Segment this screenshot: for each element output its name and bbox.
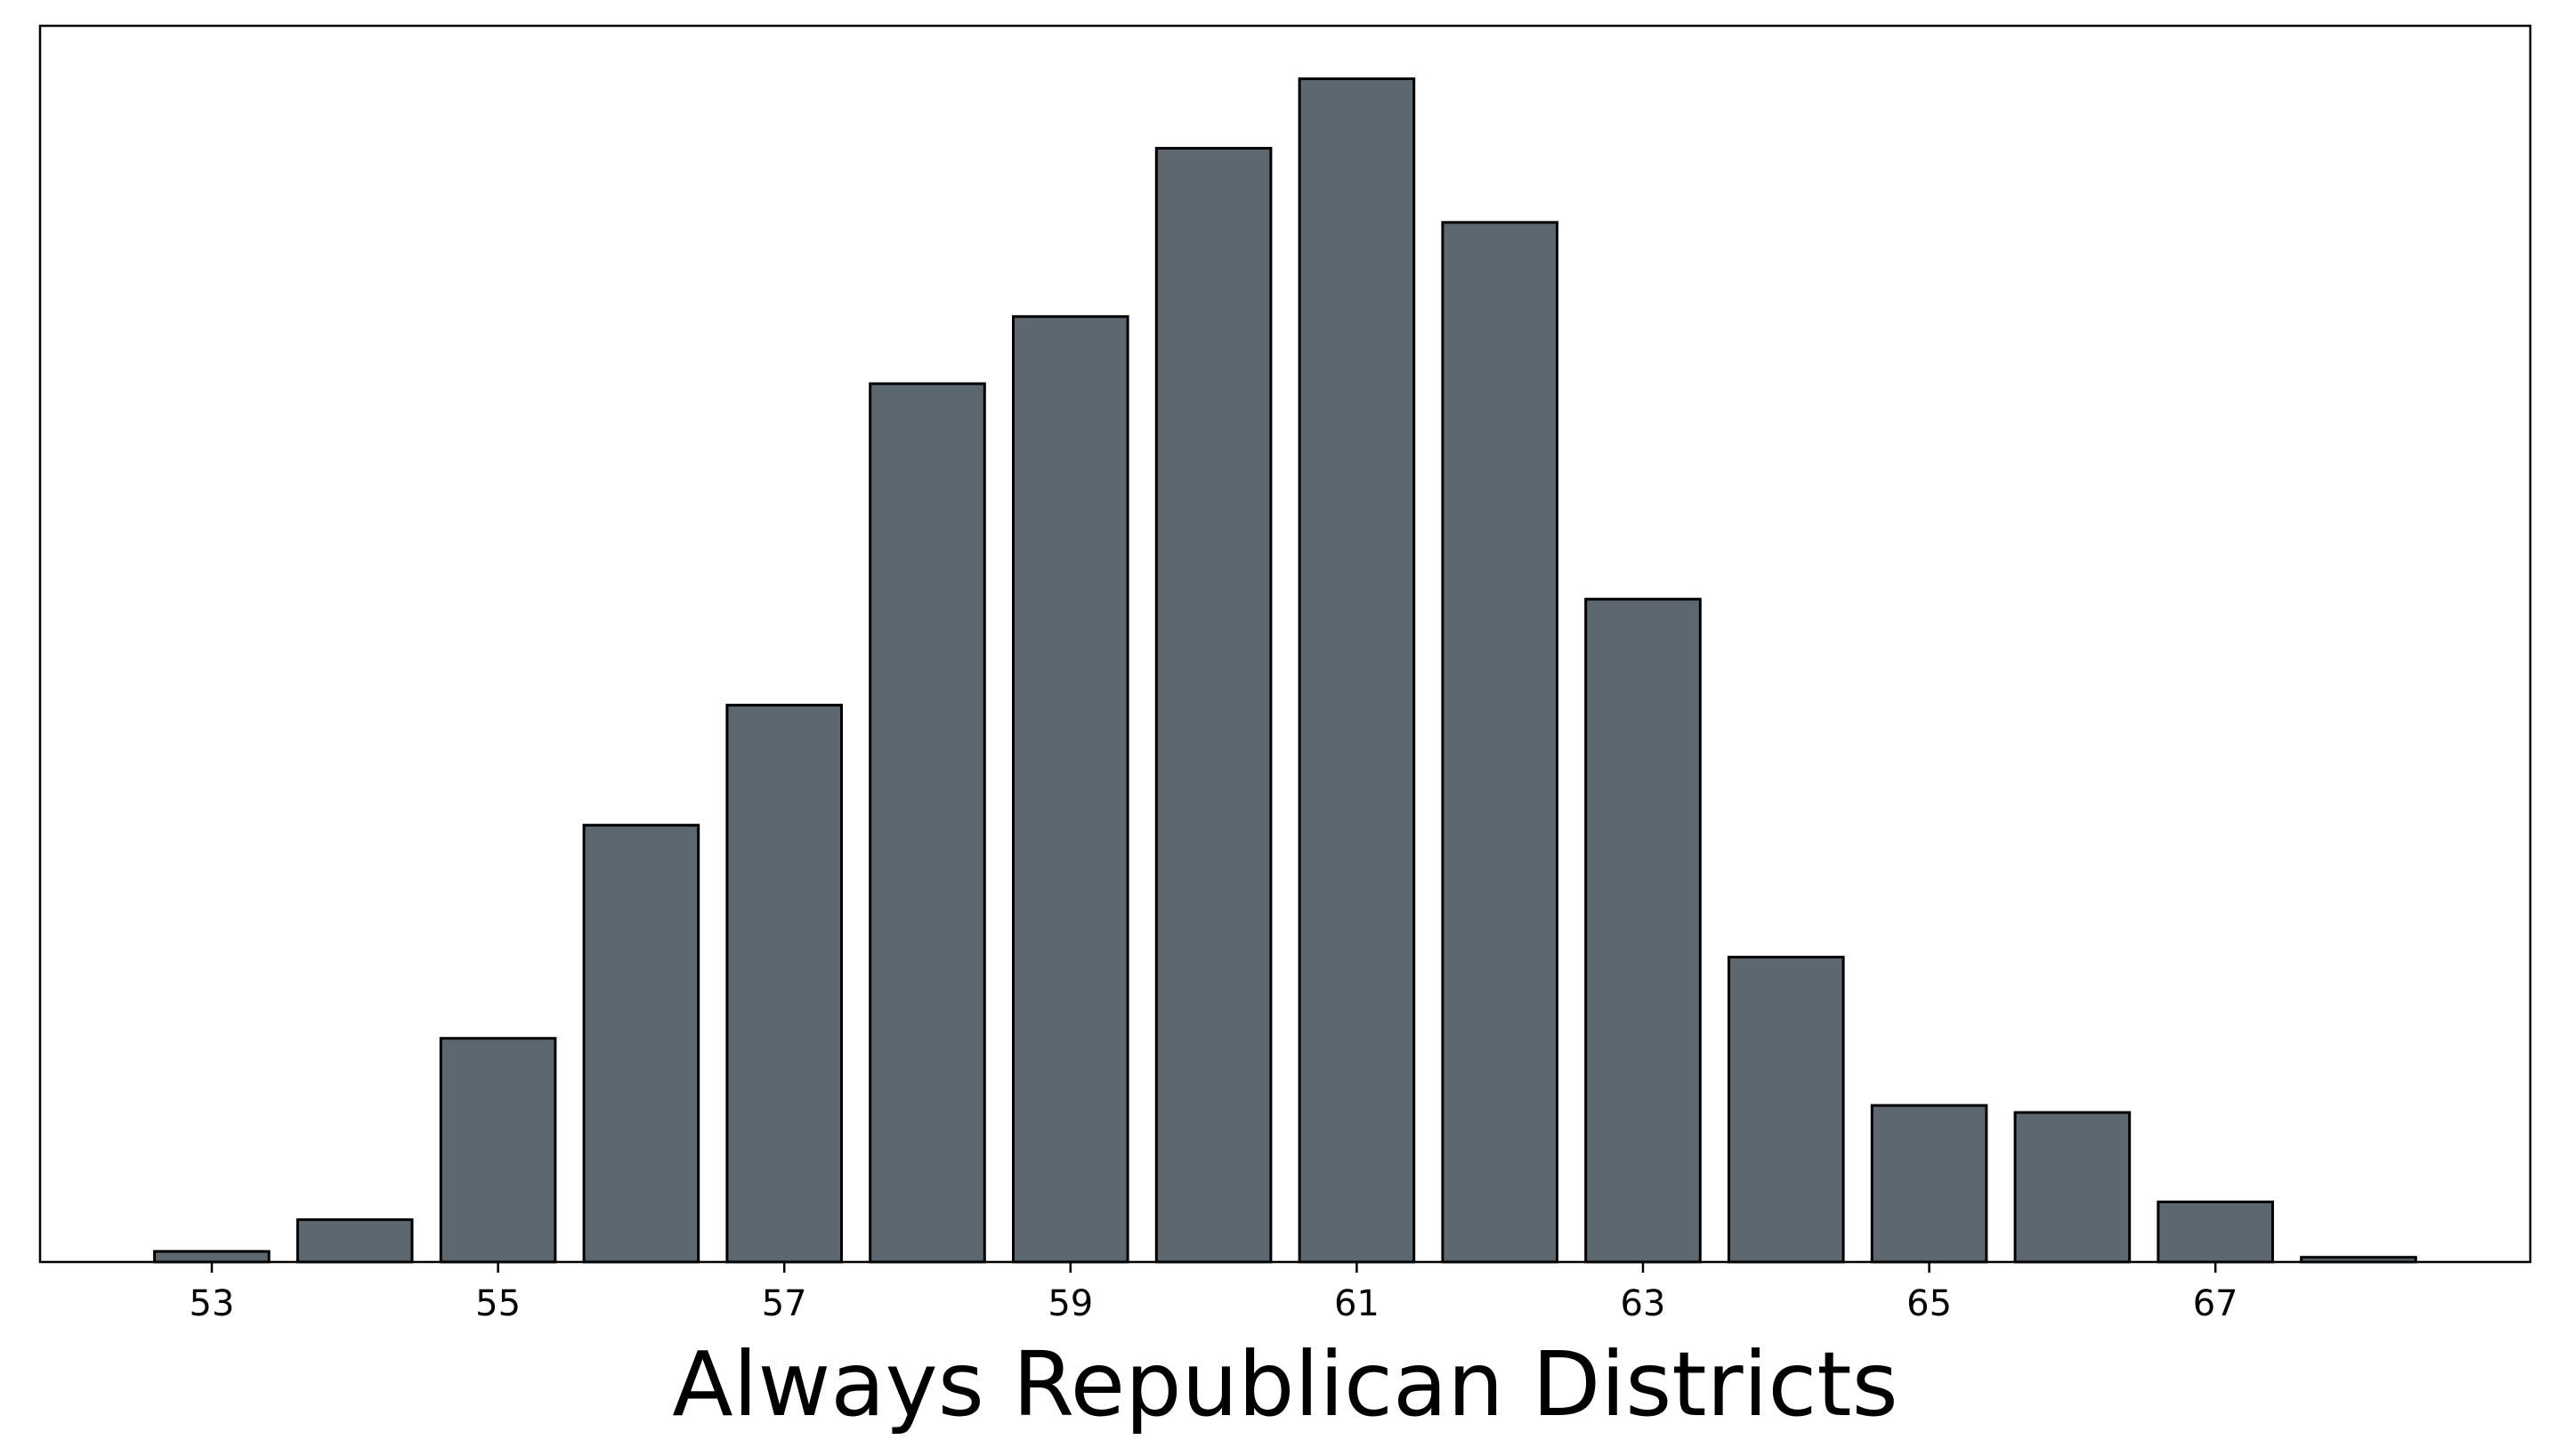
x-tick-label-65: 65 [1906, 1283, 1952, 1324]
x-tick-label-55: 55 [475, 1283, 521, 1324]
x-tick-label-57: 57 [762, 1283, 807, 1324]
x-tick-label-59: 59 [1048, 1283, 1093, 1324]
x-tick-label-61: 61 [1334, 1283, 1380, 1324]
bar-59 [1012, 315, 1129, 1264]
bar-62 [1441, 221, 1559, 1264]
bar-55 [439, 1037, 557, 1264]
bar-58 [869, 382, 986, 1264]
bar-54 [295, 1217, 414, 1264]
bar-65 [1870, 1104, 1988, 1264]
bar-61 [1298, 77, 1416, 1264]
x-tick-label-53: 53 [190, 1283, 235, 1324]
bar-63 [1584, 597, 1702, 1264]
bar-67 [2157, 1201, 2274, 1264]
plot-background [40, 26, 2530, 1262]
bar-57 [725, 703, 844, 1264]
plot-frame [38, 24, 2532, 1264]
x-tick-label-63: 63 [1621, 1283, 1666, 1324]
bar-66 [2013, 1111, 2132, 1264]
bar-56 [582, 823, 700, 1264]
x-tick-label-67: 67 [2193, 1283, 2238, 1324]
bar-64 [1728, 955, 1845, 1264]
x-axis-ticks: 53 55 57 59 61 63 65 67 [190, 1262, 2238, 1324]
x-axis-title: Always Republican Districts [672, 1332, 1898, 1436]
bar-53 [153, 1250, 271, 1264]
bars-group [153, 77, 2417, 1264]
bar-60 [1154, 147, 1273, 1264]
